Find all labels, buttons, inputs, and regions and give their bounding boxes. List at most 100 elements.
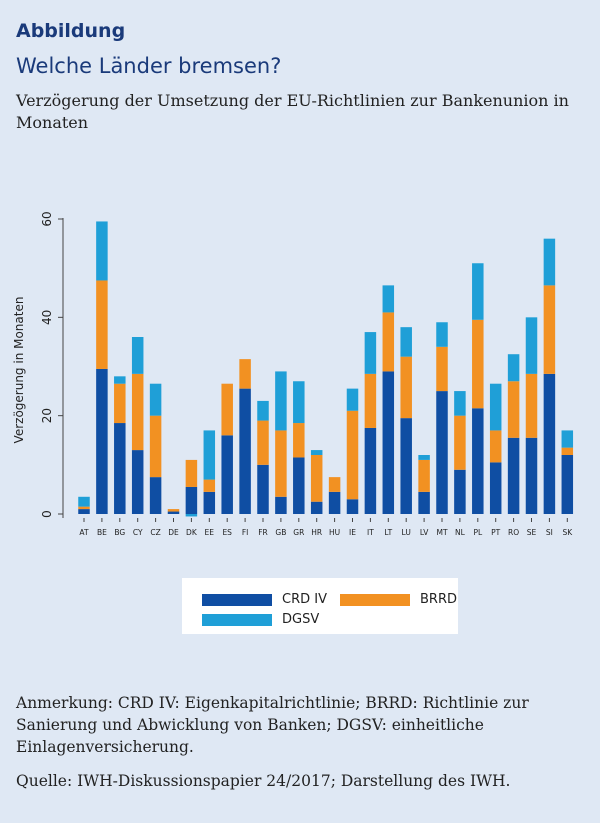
x-tick-label-bg: BG — [114, 528, 125, 537]
bar-si-brrd — [543, 285, 556, 374]
bar-gr-dgsv — [293, 381, 305, 424]
bar-sk-brrd — [561, 447, 574, 455]
legend-swatch-dgsv — [202, 613, 272, 626]
bar-cz-dgsv — [149, 383, 162, 416]
bar-ro-crd-iv — [507, 437, 520, 514]
x-tick-label-pl: PL — [473, 528, 483, 537]
bar-hu-crd-iv — [328, 491, 341, 514]
bar-at-brrd — [78, 506, 90, 510]
y-tick-label-1: 20 — [40, 408, 54, 423]
y-axis-ticks: 0 20 40 60 — [40, 211, 63, 518]
chart-headline: Welche Länder bremsen? — [16, 54, 282, 78]
bar-pt-crd-iv — [489, 462, 502, 514]
bar-dk-crd-iv — [185, 486, 198, 514]
bar-nl-crd-iv — [454, 469, 466, 514]
x-tick-label-cz: CZ — [150, 528, 160, 537]
legend-swatch-brrd — [340, 593, 410, 606]
bar-be-dgsv — [96, 221, 108, 281]
stacked-bar-chart: 0 20 40 60 AT BE BG CY CZ DE DK EE ES FI FR GB GR HR HU IE… — [0, 190, 600, 560]
bar-it-crd-iv — [364, 427, 377, 514]
bar-fi-crd-iv — [239, 388, 251, 514]
x-axis-labels: AT BE BG CY CZ DE DK EE ES FI FR GB GR HR HU IE IT LT LU LV… — [79, 518, 573, 537]
footnote: Anmerkung: CRD IV: Eigenkapitalrichtlini… — [16, 694, 529, 756]
bar-lv-dgsv — [418, 455, 430, 460]
bar-lt-dgsv — [382, 285, 395, 313]
bar-lv-brrd — [418, 459, 430, 492]
bar-gb-brrd — [275, 430, 287, 497]
bar-de-crd-iv — [167, 511, 180, 514]
bar-hr-crd-iv — [310, 501, 323, 514]
bar-pt-dgsv — [489, 383, 502, 431]
x-tick-label-fr: FR — [258, 528, 268, 537]
bar-cy-crd-iv — [131, 450, 144, 514]
bar-se-brrd — [525, 373, 538, 438]
bar-series — [78, 221, 574, 517]
x-tick-label-de: DE — [168, 528, 179, 537]
bar-si-dgsv — [543, 238, 556, 286]
bar-se-dgsv — [525, 317, 538, 374]
bar-ie-dgsv — [346, 388, 359, 411]
bar-fi-brrd — [239, 359, 251, 389]
x-tick-label-si: SI — [546, 528, 553, 537]
x-tick-label-lt: LT — [384, 528, 392, 537]
bar-pl-brrd — [472, 319, 484, 409]
y-axis-label: Verzögerung in Monaten — [12, 297, 26, 444]
bar-lu-crd-iv — [400, 418, 412, 514]
legend-swatch-crd-iv — [202, 593, 272, 606]
bar-hr-dgsv — [310, 450, 323, 455]
bar-lu-brrd — [400, 356, 412, 419]
bar-hu-brrd — [328, 477, 341, 492]
legend-item-crd-iv: CRD IV — [202, 592, 327, 607]
bar-lu-dgsv — [400, 327, 412, 357]
bar-se-crd-iv — [525, 437, 538, 514]
bar-es-brrd — [221, 383, 233, 436]
x-tick-label-hu: HU — [329, 528, 340, 537]
bar-it-brrd — [364, 373, 377, 428]
bar-bg-brrd — [114, 383, 126, 424]
bar-be-crd-iv — [96, 368, 108, 514]
bar-mt-crd-iv — [436, 391, 448, 514]
x-tick-label-fi: FI — [242, 528, 249, 537]
x-tick-label-es: ES — [222, 528, 232, 537]
bar-lt-brrd — [382, 312, 395, 372]
bar-dk-brrd — [185, 459, 198, 487]
x-tick-label-ro: RO — [508, 528, 519, 537]
bar-fr-dgsv — [257, 400, 269, 421]
x-tick-label-se: SE — [527, 528, 537, 537]
x-tick-label-be: BE — [97, 528, 107, 537]
bar-pl-crd-iv — [472, 408, 484, 514]
legend-item-dgsv: DGSV — [202, 612, 319, 627]
bar-es-crd-iv — [221, 435, 233, 514]
bar-sk-dgsv — [561, 430, 574, 448]
x-tick-label-pt: PT — [491, 528, 501, 537]
bar-at-dgsv — [78, 496, 90, 507]
bar-ie-brrd — [346, 410, 359, 500]
chart-legend: CRD IV BRRD DGSV — [182, 578, 458, 634]
legend-item-brrd: BRRD — [340, 592, 457, 607]
bar-cy-dgsv — [131, 337, 144, 374]
bar-lv-crd-iv — [418, 491, 430, 514]
chart-subtitle: Verzögerung der Umsetzung der EU-Richtli… — [16, 91, 569, 132]
bar-mt-dgsv — [436, 322, 448, 347]
x-tick-label-lu: LU — [402, 528, 411, 537]
x-tick-label-dk: DK — [186, 528, 198, 537]
x-tick-label-ee: EE — [205, 528, 215, 537]
bar-cz-brrd — [149, 415, 162, 478]
bar-cz-crd-iv — [149, 477, 162, 514]
bar-ee-crd-iv — [203, 491, 216, 514]
bar-cy-brrd — [131, 373, 144, 451]
bar-si-crd-iv — [543, 373, 556, 514]
x-tick-label-sk: SK — [562, 528, 573, 537]
bar-lt-crd-iv — [382, 371, 395, 514]
x-tick-label-nl: NL — [455, 528, 466, 537]
bar-bg-dgsv — [114, 376, 126, 384]
source-line: Quelle: IWH-Diskussionspapier 24/2017; D… — [16, 772, 511, 790]
bar-gr-crd-iv — [293, 457, 305, 514]
x-tick-label-ie: IE — [349, 528, 356, 537]
bar-at-crd-iv — [78, 509, 90, 514]
bar-sk-crd-iv — [561, 455, 574, 514]
x-tick-label-gr: GR — [293, 528, 304, 537]
x-tick-label-lv: LV — [420, 528, 429, 537]
bar-be-brrd — [96, 280, 108, 369]
bar-ee-brrd — [203, 479, 216, 492]
